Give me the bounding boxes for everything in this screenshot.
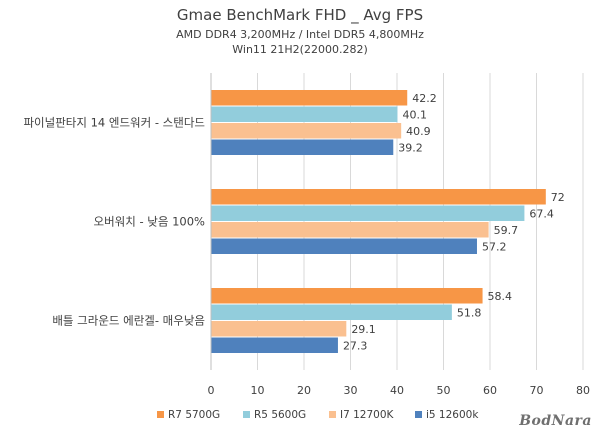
x-tick-label: 40 xyxy=(390,384,404,397)
bar xyxy=(211,106,398,122)
legend-entry: R7 5700G xyxy=(168,409,220,421)
bar xyxy=(211,90,408,106)
x-tick-label: 10 xyxy=(251,384,265,397)
bar xyxy=(211,189,546,205)
chart-subtitle-line-1: AMD DDR4 3,200MHz / Intel DDR5 4,800MHz xyxy=(176,28,424,41)
bar-value-label: 39.2 xyxy=(398,141,423,154)
bar-value-label: 67.4 xyxy=(529,207,554,220)
x-tick-label: 60 xyxy=(483,384,497,397)
bar-value-label: 58.4 xyxy=(488,290,513,303)
legend-entry: R5 5600G xyxy=(254,409,306,421)
legend-swatch xyxy=(157,411,164,418)
bar-value-label: 51.8 xyxy=(457,306,482,319)
bar xyxy=(211,205,525,221)
bar-value-label: 40.9 xyxy=(406,125,431,138)
category-label: 배틀 그라운드 에란겔- 매우낮음 xyxy=(52,314,205,328)
x-tick-label: 50 xyxy=(437,384,451,397)
bodnara-watermark-logo: BodNara xyxy=(519,413,592,429)
x-tick-label: 70 xyxy=(530,384,544,397)
bar-value-label: 57.2 xyxy=(482,240,507,253)
bar xyxy=(211,337,338,353)
bar xyxy=(211,288,483,304)
bar xyxy=(211,304,452,320)
x-tick-label: 0 xyxy=(208,384,215,397)
category-label: 오버워치 - 낮음 100% xyxy=(94,215,206,229)
bar-value-label: 27.3 xyxy=(343,339,368,352)
legend-swatch xyxy=(329,411,336,418)
bar xyxy=(211,238,477,254)
bar xyxy=(211,222,489,238)
legend-entry: I7 12700K xyxy=(340,409,395,421)
legend-entry: i5 12600k xyxy=(426,409,479,421)
bar xyxy=(211,123,402,139)
bar xyxy=(211,139,394,155)
bar-value-label: 42.2 xyxy=(412,92,437,105)
category-label: 파이널판타지 14 엔드워커 - 스탠다드 xyxy=(23,116,205,130)
x-tick-label: 30 xyxy=(344,384,358,397)
bar xyxy=(211,321,347,337)
bar-value-label: 72 xyxy=(551,191,565,204)
x-tick-label: 80 xyxy=(576,384,590,397)
chart-subtitle-line-2: Win11 21H2(22000.282) xyxy=(232,43,368,56)
bar-value-label: 59.7 xyxy=(494,224,518,237)
chart-title: Gmae BenchMark FHD _ Avg FPS xyxy=(176,6,424,24)
bar-value-label: 40.1 xyxy=(402,108,427,121)
legend-swatch xyxy=(415,411,422,418)
bar-value-label: 29.1 xyxy=(351,323,376,336)
x-tick-label: 20 xyxy=(297,384,311,397)
legend-swatch xyxy=(243,411,250,418)
